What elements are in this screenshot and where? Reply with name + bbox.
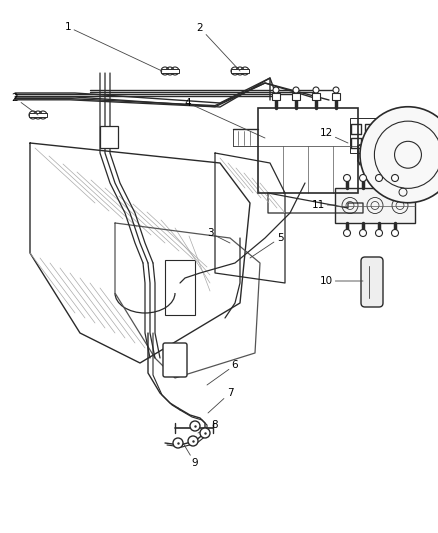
Circle shape (360, 107, 438, 203)
Circle shape (360, 230, 367, 237)
Bar (258, 108, 358, 193)
Circle shape (392, 174, 399, 182)
Circle shape (190, 421, 200, 431)
FancyBboxPatch shape (361, 257, 383, 307)
Circle shape (188, 436, 198, 446)
Circle shape (375, 174, 382, 182)
Text: 2: 2 (12, 93, 38, 115)
Bar (100, 126, 118, 148)
Bar (29, 113, 47, 117)
Text: 2: 2 (197, 23, 240, 71)
Circle shape (273, 87, 279, 93)
Bar (272, 93, 280, 100)
Text: 3: 3 (365, 140, 393, 173)
Bar (165, 260, 195, 315)
Bar (335, 188, 415, 223)
Bar (161, 69, 179, 73)
Text: 3: 3 (207, 228, 230, 243)
Text: 12: 12 (319, 128, 348, 143)
Circle shape (293, 87, 299, 93)
Circle shape (313, 87, 319, 93)
Circle shape (343, 174, 350, 182)
Text: 7: 7 (208, 388, 233, 413)
Circle shape (333, 87, 339, 93)
Circle shape (173, 438, 183, 448)
FancyBboxPatch shape (163, 343, 187, 377)
Bar (292, 93, 300, 100)
Circle shape (360, 174, 367, 182)
Bar (231, 69, 249, 73)
Circle shape (375, 230, 382, 237)
Text: 10: 10 (319, 276, 363, 286)
Bar (350, 118, 392, 153)
Bar (312, 93, 320, 100)
Text: 4: 4 (185, 98, 265, 138)
Text: 6: 6 (207, 360, 238, 385)
Text: 9: 9 (183, 443, 198, 468)
Text: 5: 5 (250, 233, 283, 258)
Text: 1: 1 (65, 22, 162, 71)
Text: 8: 8 (198, 420, 218, 433)
Circle shape (200, 428, 210, 438)
Bar (332, 93, 340, 100)
Circle shape (343, 230, 350, 237)
Text: 11: 11 (311, 200, 335, 210)
Circle shape (392, 230, 399, 237)
